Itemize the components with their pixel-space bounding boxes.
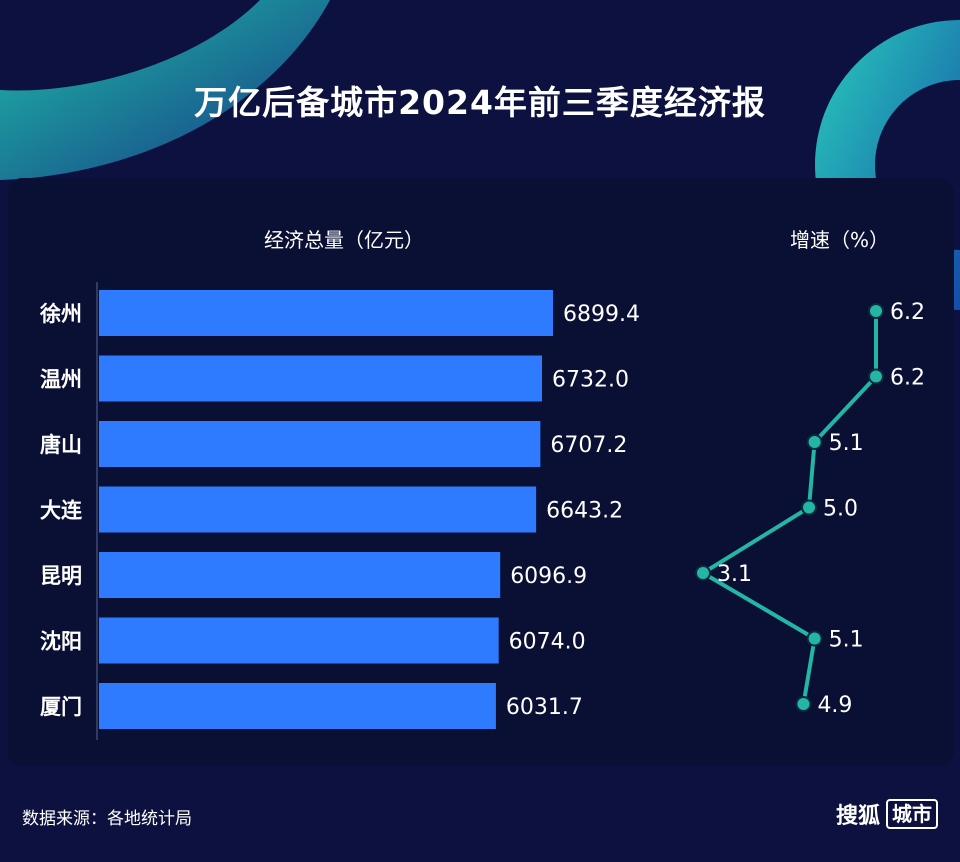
category-label: 昆明 xyxy=(40,564,82,588)
brand-name: 搜狐 xyxy=(835,804,880,829)
gdp-value-label: 6643.2 xyxy=(546,499,623,524)
growth-value-label: 4.9 xyxy=(817,693,852,718)
growth-value-label: 5.1 xyxy=(829,628,864,653)
growth-point xyxy=(806,630,823,647)
gdp-bar xyxy=(99,290,553,336)
gdp-value-label: 6732.0 xyxy=(552,368,629,393)
gdp-value-label: 6031.7 xyxy=(506,695,583,720)
growth-point xyxy=(695,565,711,581)
growth-point xyxy=(868,368,884,385)
growth-value-label: 3.1 xyxy=(717,562,752,587)
gdp-bar xyxy=(99,355,542,402)
growth-point xyxy=(795,696,812,712)
growth-value-label: 6.2 xyxy=(890,366,925,391)
chart-panel xyxy=(8,178,954,766)
growth-column-header: 增速（%） xyxy=(790,228,890,252)
gdp-value-label: 6096.9 xyxy=(510,564,587,589)
category-label: 唐山 xyxy=(40,433,82,457)
top-left-arc xyxy=(0,0,330,180)
gdp-value-label: 6707.2 xyxy=(550,433,627,458)
gdp-value-label: 6899.4 xyxy=(563,302,640,327)
category-label: 徐州 xyxy=(39,302,82,326)
brand-logo: 搜狐 城市 xyxy=(836,798,938,830)
gdp-bar xyxy=(99,617,499,664)
gdp-column-header: 经济总量（亿元） xyxy=(264,228,424,252)
growth-point xyxy=(801,499,818,516)
gdp-bar xyxy=(99,486,537,533)
growth-point xyxy=(806,434,823,450)
growth-point xyxy=(868,303,884,319)
data-source: 数据来源：各地统计局 xyxy=(22,809,192,829)
category-label: 温州 xyxy=(40,368,82,392)
brand-badge: 城市 xyxy=(886,799,938,829)
category-label: 厦门 xyxy=(40,695,82,719)
page-title: 万亿后备城市2024年前三季度经济报 xyxy=(194,83,766,122)
category-label: 大连 xyxy=(40,499,83,523)
gdp-bar xyxy=(99,421,541,467)
growth-value-label: 5.0 xyxy=(823,497,858,522)
gdp-bar xyxy=(99,552,501,598)
category-label: 沈阳 xyxy=(40,630,82,654)
gdp-value-label: 6074.0 xyxy=(509,630,586,655)
growth-value-label: 6.2 xyxy=(890,300,925,325)
gdp-bar xyxy=(99,683,496,729)
growth-value-label: 5.1 xyxy=(829,431,864,456)
